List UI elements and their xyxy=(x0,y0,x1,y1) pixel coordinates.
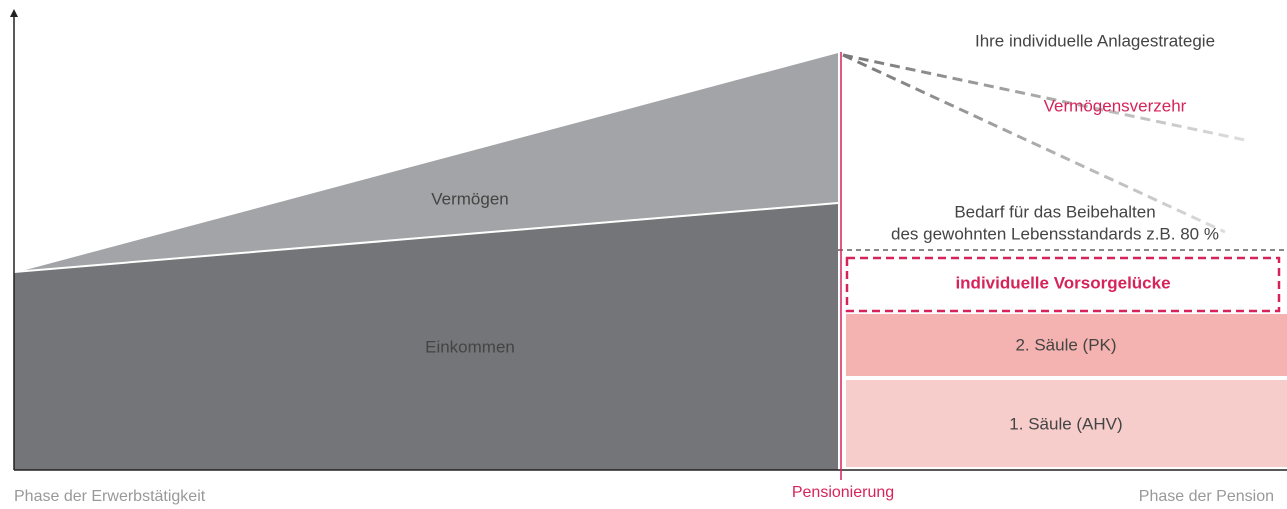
label: Vermögensverzehr xyxy=(1044,96,1187,115)
label: Pensionierung xyxy=(792,484,894,501)
label: Bedarf für das Beibehalten xyxy=(954,202,1155,221)
label: 1. Säule (AHV) xyxy=(1009,414,1122,433)
label: 2. Säule (PK) xyxy=(1015,335,1116,354)
arrow xyxy=(10,9,18,17)
second-pillar xyxy=(846,314,1287,376)
boundary xyxy=(13,51,839,273)
first-pillar xyxy=(846,380,1287,467)
income-area xyxy=(14,203,838,470)
boundary xyxy=(13,202,839,273)
label: des gewohnten Lebensstandards z.B. 80 % xyxy=(891,224,1219,243)
label: Vermögen xyxy=(431,189,509,208)
gap-box xyxy=(845,256,1281,313)
label: Phase der Pension xyxy=(1139,488,1274,505)
label: Einkommen xyxy=(425,337,515,356)
label: Phase der Erwerbstätigkeit xyxy=(14,488,206,505)
label: Ihre individuelle Anlagestrategie xyxy=(975,31,1215,50)
strategy-lines xyxy=(842,53,1255,234)
label: individuelle Vorsorgelücke xyxy=(955,273,1170,292)
